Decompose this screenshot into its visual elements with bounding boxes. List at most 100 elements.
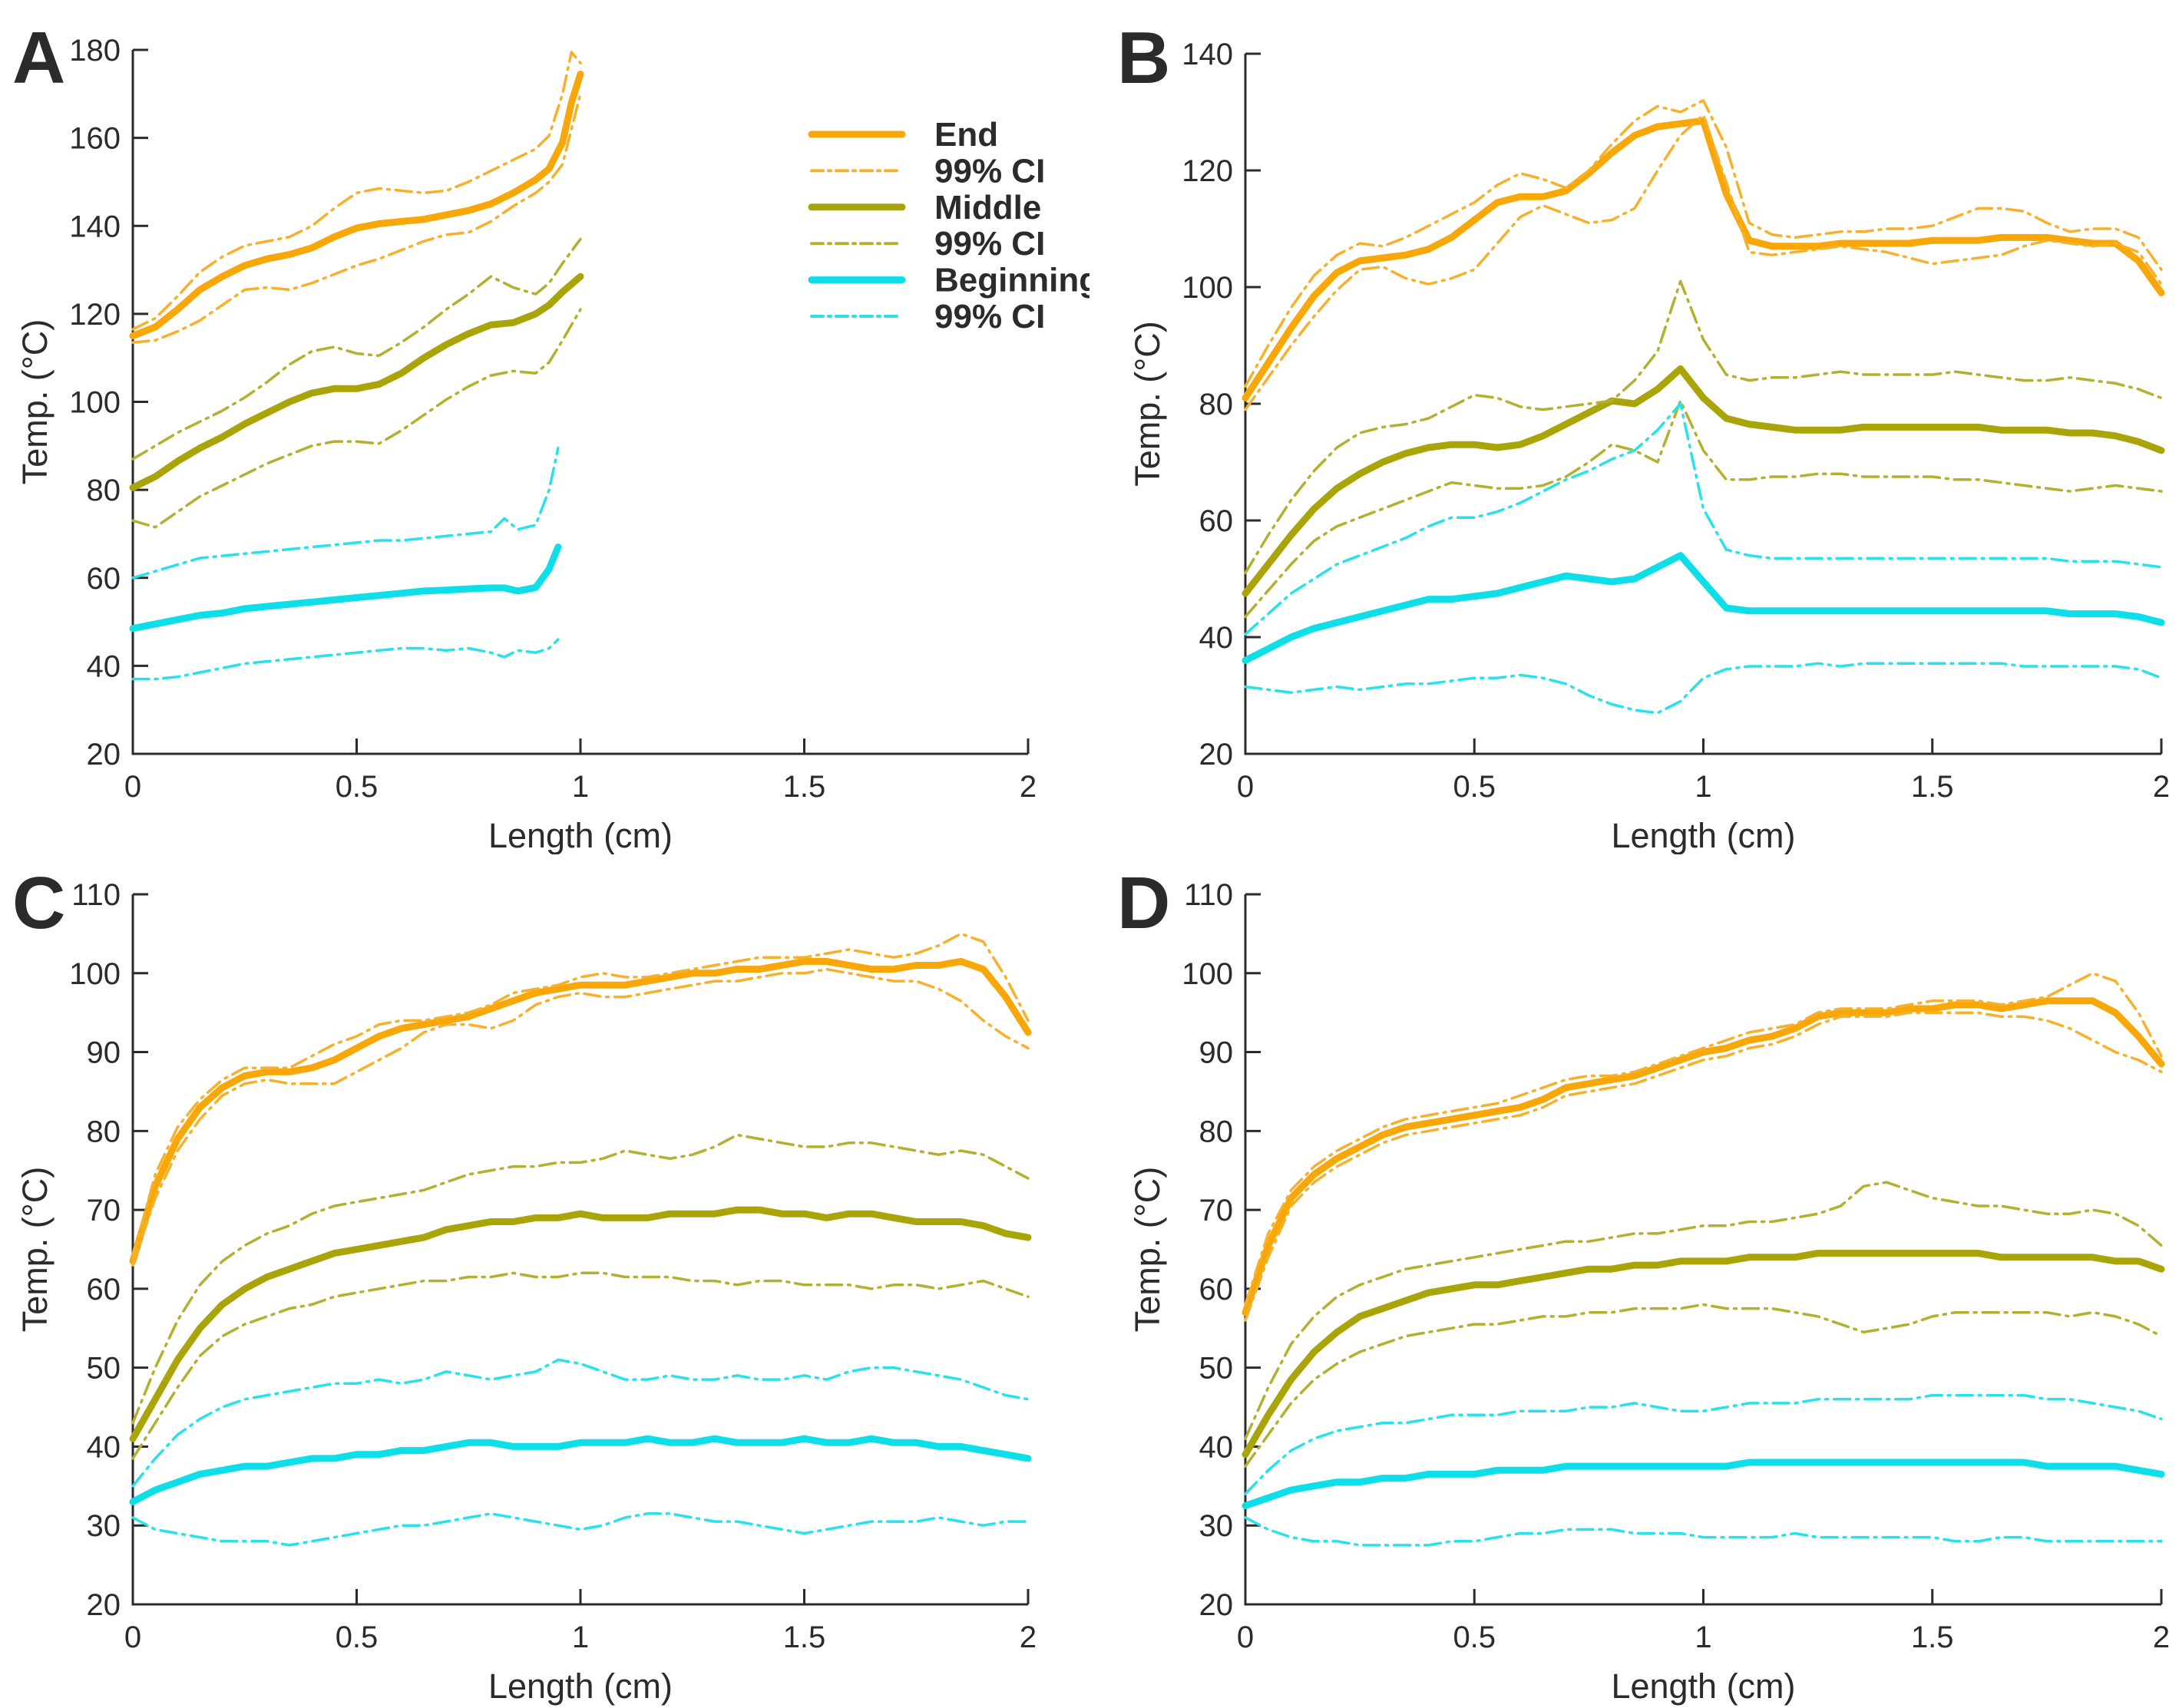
series-line-beginning — [1242, 1459, 2165, 1509]
y-tick-label: 40 — [1199, 1430, 1234, 1464]
axis-spines — [1244, 54, 2161, 755]
series-line-end-99-ci-lower — [1244, 1011, 2163, 1322]
y-tick-label: 70 — [87, 1194, 121, 1227]
panel-c-chart: 0 0.5 1 1.5 2 20 30 40 50 60 70 80 90 100 110 Length (c… — [12, 862, 1037, 1706]
series-line-beginning-99-ci-lower — [131, 1512, 1030, 1547]
series-line-beginning-99-ci-lower — [1244, 1516, 2163, 1547]
x-axis-label: Length (cm) — [1611, 816, 1795, 854]
legend-label: End — [934, 116, 998, 154]
series-line-middle-99-ci-upper — [131, 237, 582, 461]
x-tick-label: 1.5 — [783, 1620, 826, 1654]
y-tick-label: 80 — [1199, 388, 1234, 421]
y-axis-label: Temp. (°C) — [1128, 1167, 1167, 1333]
panel-a-chart: 0 0.5 1 1.5 2 20 40 60 80 100 120 140 160 180 Length (… — [12, 17, 1090, 854]
x-tick-label: 2 — [2153, 1620, 2170, 1654]
y-tick-label: 90 — [1199, 1036, 1234, 1070]
y-tick-label: 80 — [87, 1115, 121, 1148]
series-line-end — [1242, 997, 2165, 1317]
y-tick-label: 20 — [87, 1588, 121, 1622]
y-tick-label: 80 — [1199, 1115, 1234, 1148]
y-tick-label: 40 — [87, 1430, 121, 1464]
series-line-middle — [129, 273, 584, 491]
series-line-middle — [1242, 365, 2165, 597]
y-tick-label: 100 — [1182, 957, 1233, 991]
y-tick-label: 60 — [1199, 504, 1234, 538]
y-tick-label: 80 — [87, 474, 121, 507]
x-tick-label: 1.5 — [1911, 1620, 1954, 1654]
series-line-beginning — [129, 543, 562, 633]
series-line-end — [129, 957, 1032, 1265]
y-tick-label: 120 — [1182, 154, 1233, 188]
y-tick-label: 110 — [1184, 878, 1233, 912]
y-tick-label: 20 — [87, 738, 121, 771]
legend-label: 99% CI — [934, 298, 1045, 335]
x-axis-label: Length (cm) — [1611, 1667, 1795, 1706]
y-tick-label: 40 — [1199, 621, 1234, 655]
panel-b-chart: 0 0.5 1 1.5 2 20 40 60 80 100 120 140 Length (cm) Tem… — [1117, 17, 2170, 854]
series-line-beginning — [1242, 552, 2165, 664]
x-tick-label: 0.5 — [336, 1620, 379, 1654]
y-tick-label: 140 — [69, 210, 121, 243]
x-tick-label: 0 — [124, 1620, 141, 1654]
series-line-beginning-99-ci-upper — [131, 446, 560, 580]
y-tick-label: 50 — [1199, 1352, 1234, 1386]
x-tick-label: 0 — [1237, 1620, 1254, 1654]
series-line-end — [129, 71, 584, 339]
y-tick-label: 100 — [1182, 271, 1233, 305]
panel-letter: D — [1117, 862, 1170, 944]
x-tick-label: 0 — [1237, 770, 1254, 804]
series-line-end-99-ci-upper — [131, 51, 582, 331]
legend-label: 99% CI — [934, 152, 1045, 190]
axis-spines — [131, 894, 1028, 1606]
axis-spines — [131, 50, 1028, 755]
x-tick-label: 0 — [124, 770, 141, 804]
series-line-beginning-99-ci-upper — [131, 1358, 1030, 1488]
series-line-beginning — [129, 1435, 1032, 1505]
x-tick-label: 2 — [1020, 1620, 1037, 1654]
series-line-end-99-ci-upper — [131, 932, 1030, 1259]
series-line-middle — [129, 1206, 1032, 1442]
y-tick-label: 120 — [69, 298, 121, 332]
panel-letter: A — [12, 17, 65, 99]
x-tick-label: 2 — [2153, 770, 2170, 804]
series-line-middle — [1242, 1250, 2165, 1459]
x-axis-label: Length (cm) — [488, 1667, 673, 1706]
x-tick-label: 0.5 — [336, 770, 379, 804]
series-line-middle-99-ci-upper — [1244, 279, 2163, 575]
series-line-end-99-ci-lower — [131, 967, 1030, 1267]
y-tick-label: 100 — [69, 386, 121, 420]
y-axis-label: Temp. (°C) — [1128, 321, 1167, 487]
y-tick-label: 110 — [71, 878, 121, 912]
legend-label: 99% CI — [934, 225, 1045, 263]
y-tick-label: 50 — [87, 1352, 121, 1386]
series-line-end-99-ci-upper — [1244, 972, 2163, 1307]
panel-d-chart: 0 0.5 1 1.5 2 20 30 40 50 60 70 80 90 100 110 Length (c… — [1117, 862, 2170, 1706]
y-tick-label: 40 — [87, 649, 121, 683]
x-axis-label: Length (cm) — [488, 816, 673, 854]
series-line-middle-99-ci-upper — [1244, 1181, 2163, 1440]
legend-label: Middle — [934, 189, 1041, 226]
series-line-beginning-99-ci-upper — [1244, 402, 2163, 636]
y-tick-label: 140 — [1182, 38, 1233, 71]
series-line-middle-99-ci-upper — [131, 1133, 1030, 1425]
y-axis-label: Temp. (°C) — [15, 1167, 55, 1333]
x-tick-label: 1 — [1695, 770, 1711, 804]
y-tick-label: 70 — [1199, 1194, 1234, 1227]
x-tick-label: 0.5 — [1453, 1620, 1496, 1654]
panel-letter: C — [12, 862, 65, 944]
y-tick-label: 20 — [1199, 738, 1234, 771]
y-tick-label: 60 — [87, 562, 121, 596]
y-tick-label: 30 — [87, 1509, 121, 1543]
y-tick-label: 90 — [87, 1036, 121, 1070]
series-line-middle-99-ci-lower — [1244, 1303, 2163, 1468]
y-axis-label: Temp. (°C) — [15, 319, 55, 485]
series-line-end-99-ci-lower — [1244, 114, 2163, 411]
x-tick-label: 1 — [1695, 1620, 1711, 1654]
y-tick-label: 20 — [1199, 1588, 1234, 1622]
series-line-end-99-ci-upper — [1244, 99, 2163, 388]
panel-letter: B — [1117, 17, 1170, 99]
y-tick-label: 160 — [69, 122, 121, 156]
x-tick-label: 2 — [1020, 770, 1037, 804]
x-tick-label: 1.5 — [1911, 770, 1954, 804]
